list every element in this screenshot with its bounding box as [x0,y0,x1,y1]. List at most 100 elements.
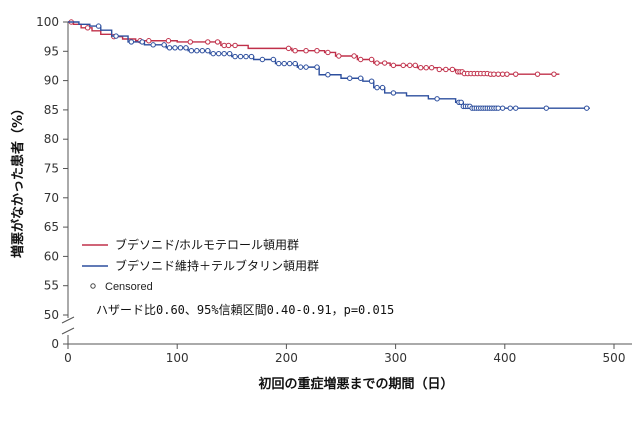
censored-marker-series-1 [423,65,429,71]
censored-marker-series-2 [495,105,501,111]
censored-marker-series-2 [128,39,135,45]
censored-marker-series-1 [351,53,357,59]
censored-marker-series-2 [584,105,590,111]
censored-marker-series-1 [314,48,320,54]
censored-marker-series-2 [183,45,189,51]
censored-marker-series-2 [368,78,375,84]
censored-marker-series-2 [379,84,386,91]
censored-marker-series-1 [303,48,309,54]
series-group [68,19,590,111]
censored-marker-series-2 [270,56,276,63]
censored-marker-series-2 [188,48,195,54]
censored-marker-series-2 [221,50,227,57]
censored-marker-series-2 [513,105,519,111]
censored-marker-series-1 [491,71,497,77]
censored-marker-series-2 [292,60,298,67]
x-axis-title: 初回の重症増悪までの期間（日） [258,376,453,392]
x-tick-label: 200 [275,351,298,365]
censored-marker-series-2 [286,60,293,67]
legend-censored-marker [90,283,96,289]
legend: ブデソニド/ホルモテロール頓用群 ブデソニド維持＋テルブタリン頓用群 Censo… [82,237,319,293]
censored-marker-series-2 [507,105,513,111]
censored-marker-series-1 [374,60,380,66]
censored-marker-series-2 [177,45,184,51]
censored-marker-series-1 [381,60,388,66]
x-tick-label: 100 [166,351,189,365]
censored-marker-series-1 [292,48,298,54]
censored-marker-series-2 [161,42,167,48]
y-tick-label: 75 [44,162,59,176]
censored-marker-series-1 [214,39,221,45]
survival-curve-series-2 [68,21,590,109]
censored-marker-series-2 [139,39,145,45]
censored-marker-series-1 [412,62,418,69]
ticks-group: 50 55 60 65 70 75 80 85 90 95 100 00 100 200 300 400 500 [36,15,625,365]
censored-marker-series-1 [357,56,364,63]
censored-marker-series-2 [205,48,211,54]
hazard-ratio-annotation: ハザード比0.60、95%信頼区間0.40-0.91，p=0.015 [96,303,394,317]
censored-marker-series-2 [226,50,233,57]
censored-marker-series-1 [428,65,435,71]
y-tick-label: 80 [44,132,59,146]
censored-marker-series-1 [165,38,172,44]
censored-marker-series-1 [513,71,519,77]
x-tick-label: 500 [603,351,626,365]
x-tick-label: 300 [384,351,407,365]
censored-marker-series-1 [495,71,501,77]
y-tick-label: 55 [44,279,59,293]
censored-marker-series-2 [281,60,287,67]
legend-label-censored: Censored [105,281,153,293]
y-axis-break-mark [61,327,75,335]
censored-marker-series-2 [150,42,156,48]
censored-marker-series-1 [504,71,510,77]
censored-marker-series-1 [499,71,506,77]
censored-marker-series-1 [368,56,375,63]
censored-marker-series-2 [297,64,304,70]
censored-marker-series-1 [221,42,227,49]
censored-marker-series-1 [285,45,292,52]
censored-marker-series-1 [325,49,331,56]
censored-marker-series-2 [325,72,331,78]
censored-marker-series-1 [225,42,232,49]
censored-marker-series-1 [84,25,91,31]
legend-label-series-1: ブデソニド/ホルモテロール頓用群 [115,237,299,252]
y-tick-label: 90 [44,74,59,88]
survival-curve-series-1 [68,21,560,75]
x-tick-label: 0 [64,351,72,365]
censored-marker-series-2 [434,96,440,102]
censored-marker-series-1 [146,38,152,44]
censored-marker-series-2 [237,53,244,60]
y-tick-label: 85 [44,103,59,117]
censored-marker-series-2 [357,75,364,81]
censored-marker-series-1 [187,39,194,45]
y-tick-label: 95 [44,44,59,58]
censored-marker-series-2 [248,53,255,60]
y-axis-title: 増悪がなかった患者（%） [10,102,26,258]
censored-marker-series-2 [172,45,178,51]
y-tick-label: 70 [44,191,59,205]
censored-marker-series-2 [314,64,320,70]
censored-marker-series-2 [215,50,222,57]
censored-marker-series-2 [113,33,119,39]
censored-marker-series-2 [259,56,266,63]
censored-marker-series-1 [443,66,449,73]
y-tick-label: 0 [51,337,59,351]
censored-marker-series-2 [347,75,353,81]
y-tick-label: 65 [44,220,59,234]
censored-marker-series-2 [243,53,249,60]
censored-marker-series-1 [390,62,397,69]
censored-marker-series-1 [551,71,557,77]
censored-marker-series-1 [449,66,456,73]
censored-marker-series-1 [336,53,342,59]
censored-marker-series-2 [458,99,464,105]
censored-marker-series-1 [232,42,238,49]
censored-marker-series-2 [499,105,506,111]
censored-marker-series-2 [276,60,282,67]
censored-marker-series-1 [534,71,541,77]
y-tick-label: 50 [44,308,59,322]
censored-marker-series-2 [374,84,380,91]
x-tick-label: 400 [493,351,516,365]
censored-marker-series-2 [166,45,173,51]
censored-marker-series-2 [210,50,216,57]
